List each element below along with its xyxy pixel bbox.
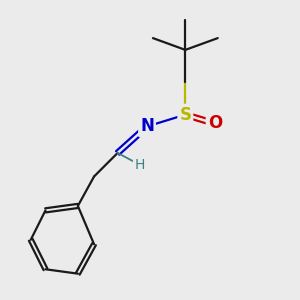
Text: O: O (208, 115, 222, 133)
Text: S: S (179, 106, 191, 124)
Text: N: N (140, 117, 154, 135)
Text: H: H (134, 158, 145, 172)
